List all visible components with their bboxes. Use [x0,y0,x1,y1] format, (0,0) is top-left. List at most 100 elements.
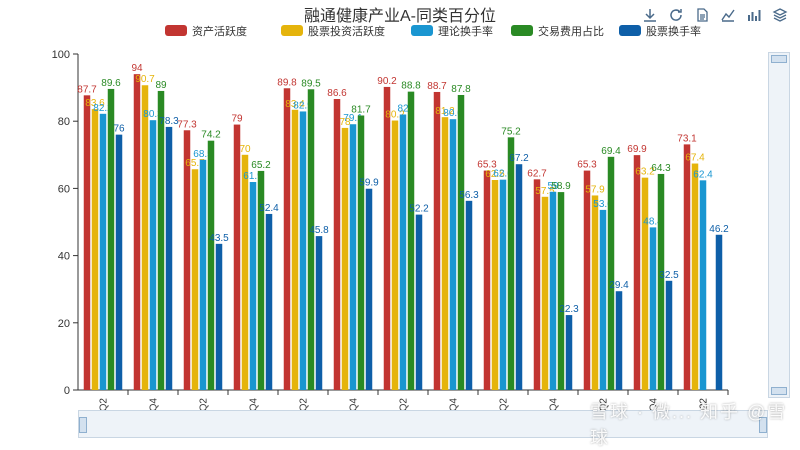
data-label: 52.2 [409,204,429,215]
y-tick-label: 0 [64,385,70,397]
bar [583,170,591,390]
data-label: 52.4 [259,203,279,214]
bar [357,115,365,390]
watermark: 雪球 · 微... 知乎 @雪球 [590,402,788,448]
toolbox [640,6,790,24]
bar [157,90,165,391]
bar [257,170,265,390]
bar [715,234,723,390]
bar [649,227,657,390]
data-label: 90.2 [377,76,397,87]
data-label: 62.6 [493,169,513,180]
bar [557,192,565,390]
bar [141,85,149,391]
x-tick-label: 2022 [699,398,710,421]
legend-label: 股票换手率 [646,24,701,38]
bar [533,179,541,390]
bar [133,74,141,390]
bar [365,188,373,390]
vertical-zoom-handle-bottom[interactable] [771,387,787,395]
data-label: 65.3 [477,160,497,171]
bar [565,315,573,390]
vertical-zoom-slider[interactable] [768,52,790,398]
data-label: 62.7 [527,168,547,179]
document-icon[interactable] [692,6,712,24]
legend-swatch [619,25,641,36]
data-label: 43.5 [209,233,229,244]
bar [99,113,107,391]
legend-label: 理论换手率 [438,24,493,38]
data-label: 89 [155,80,167,91]
bar [391,120,399,390]
data-label: 67.4 [685,153,705,164]
bar [233,124,241,390]
bar [691,163,699,390]
data-label: 77.3 [177,119,197,130]
data-label: 78 [339,117,351,128]
bar [407,91,415,390]
data-label: 68.5 [193,149,213,160]
y-tick-label: 60 [58,183,70,195]
data-label: 59 [547,181,559,192]
bar [283,88,291,390]
download-icon[interactable] [640,6,660,24]
data-label: 56.3 [459,190,479,201]
data-label: 22.3 [559,304,579,315]
y-tick-label: 20 [58,318,70,330]
horizontal-zoom-handle-right[interactable] [759,417,767,433]
y-tick-label: 40 [58,251,70,263]
data-label: 94 [131,63,143,74]
stack-icon[interactable] [770,6,790,24]
data-label: 83.4 [285,99,305,110]
bar [299,111,307,391]
line-chart-icon[interactable] [718,6,738,24]
data-label: 29.4 [609,280,629,291]
data-label: 46.2 [709,224,729,235]
data-label: 79 [231,114,243,125]
legend-swatch [165,25,187,36]
data-label: 83.6 [85,98,105,109]
data-label: 65.3 [577,160,597,171]
bar [433,91,441,390]
data-label: 80.2 [385,110,405,121]
bar [165,126,173,391]
data-label: 65.2 [251,160,271,171]
data-label: 61.9 [243,171,263,182]
bar [199,159,207,390]
y-tick-label: 100 [52,49,70,61]
data-label: 45.8 [309,225,329,236]
bar-chart-icon[interactable] [744,6,764,24]
bar [615,291,623,390]
horizontal-zoom-handle-left[interactable] [79,417,87,433]
vertical-zoom-handle-top[interactable] [771,55,787,63]
bar [83,95,91,390]
data-label: 74.2 [201,130,221,141]
data-label: 59.9 [359,178,379,189]
bar [665,280,673,390]
bar [183,130,191,390]
data-label: 89.8 [277,77,297,88]
bar [191,169,199,390]
data-label: 81.2 [435,106,455,117]
bar [515,164,523,390]
bar [207,140,215,390]
bar [341,127,349,391]
data-label: 82.9 [293,100,313,111]
data-label: 82.2 [93,103,113,114]
data-label: 65.7 [185,158,205,169]
bar [265,213,273,390]
bar [641,177,649,390]
legend-label: 交易费用占比 [538,24,604,38]
bar [107,88,115,390]
data-label: 88.7 [427,81,447,92]
data-label: 89.6 [101,78,121,89]
bar [115,134,123,390]
bar [315,236,323,390]
data-label: 63.2 [635,167,655,178]
bar [657,173,665,390]
bar [291,109,299,390]
refresh-icon[interactable] [666,6,686,24]
bar [507,137,515,390]
horizontal-zoom-slider[interactable] [78,410,768,438]
